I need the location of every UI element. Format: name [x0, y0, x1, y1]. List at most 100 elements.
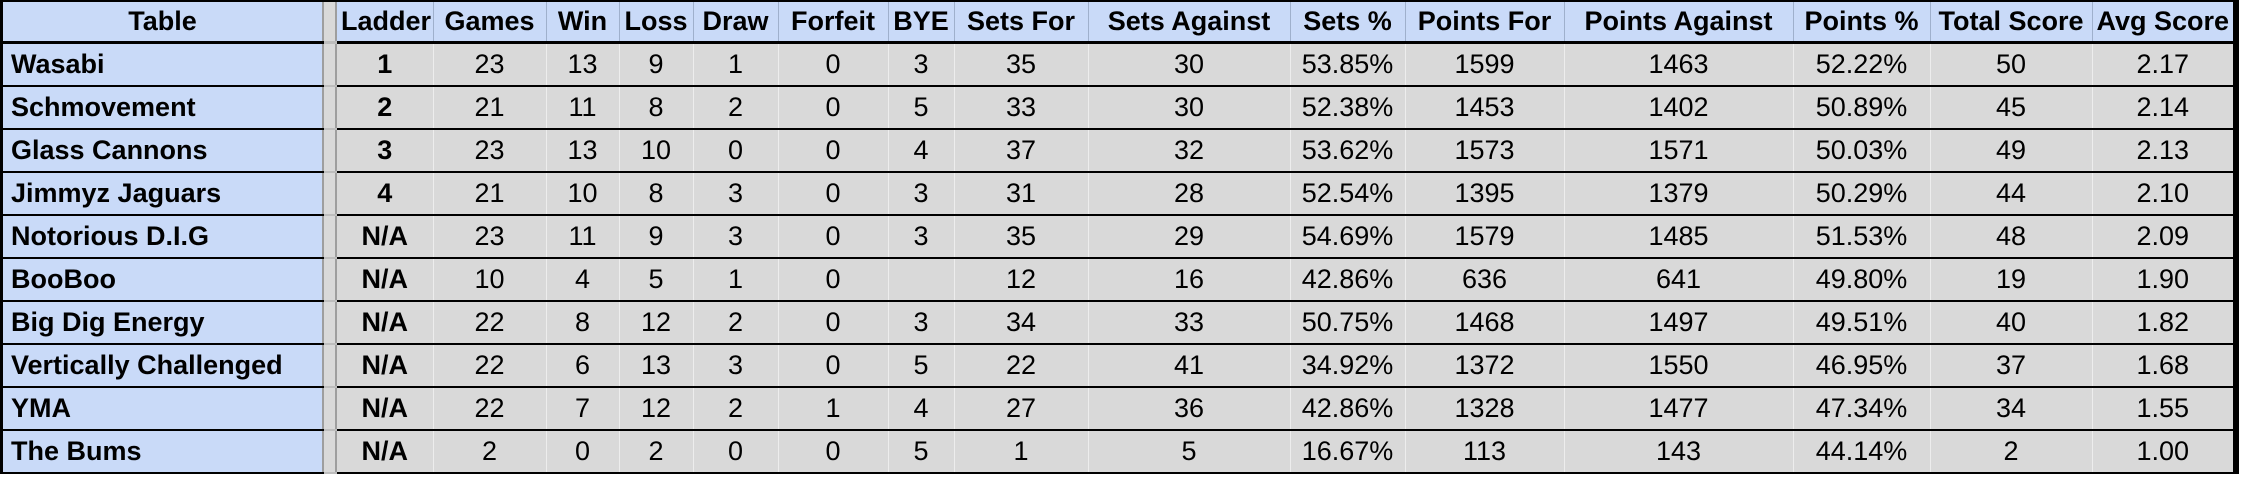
cell-loss[interactable]: 2 — [618, 430, 693, 474]
cell-forfeit[interactable]: 0 — [777, 301, 888, 345]
cell-table[interactable]: Vertically Challenged — [3, 344, 323, 388]
cell-forfeit[interactable]: 0 — [777, 215, 888, 259]
cell-points_against[interactable]: 1550 — [1563, 344, 1793, 388]
cell-points_pct[interactable]: 44.14% — [1792, 430, 1930, 474]
cell-total_score[interactable]: 44 — [1929, 172, 2092, 216]
cell-sets_against[interactable]: 33 — [1087, 301, 1290, 345]
cell-sets_pct[interactable]: 54.69% — [1289, 215, 1405, 259]
cell-win[interactable]: 4 — [545, 258, 619, 302]
cell-loss[interactable]: 8 — [618, 172, 693, 216]
cell-draw[interactable]: 1 — [692, 42, 778, 87]
cell-sets_pct[interactable]: 52.38% — [1289, 86, 1405, 130]
cell-total_score[interactable]: 49 — [1929, 129, 2092, 173]
cell-points_pct[interactable]: 49.51% — [1792, 301, 1930, 345]
cell-sets_against[interactable]: 41 — [1087, 344, 1290, 388]
cell-draw[interactable]: 2 — [692, 301, 778, 345]
column-header-forfeit[interactable]: Forfeit — [777, 2, 888, 44]
cell-sets_pct[interactable]: 42.86% — [1289, 387, 1405, 431]
cell-bye[interactable]: 4 — [887, 129, 954, 173]
cell-points_pct[interactable]: 50.03% — [1792, 129, 1930, 173]
cell-avg_score[interactable]: 1.55 — [2091, 387, 2233, 431]
cell-win[interactable]: 7 — [545, 387, 619, 431]
cell-forfeit[interactable]: 0 — [777, 430, 888, 474]
cell-win[interactable]: 10 — [545, 172, 619, 216]
cell-sets_against[interactable]: 29 — [1087, 215, 1290, 259]
cell-draw[interactable]: 3 — [692, 344, 778, 388]
cell-sets_against[interactable]: 5 — [1087, 430, 1290, 474]
cell-points_for[interactable]: 1372 — [1404, 344, 1564, 388]
cell-games[interactable]: 21 — [432, 86, 546, 130]
cell-bye[interactable]: 3 — [887, 215, 954, 259]
column-header-sets-pct[interactable]: Sets % — [1289, 2, 1405, 44]
cell-win[interactable]: 11 — [545, 215, 619, 259]
column-header-win[interactable]: Win — [545, 2, 619, 44]
cell-points_against[interactable]: 1571 — [1563, 129, 1793, 173]
cell-sets_for[interactable]: 27 — [953, 387, 1088, 431]
cell-draw[interactable]: 0 — [692, 430, 778, 474]
cell-forfeit[interactable]: 0 — [777, 344, 888, 388]
cell-points_against[interactable]: 1463 — [1563, 42, 1793, 87]
cell-sets_for[interactable]: 1 — [953, 430, 1088, 474]
cell-table[interactable]: The Bums — [3, 430, 323, 474]
cell-draw[interactable]: 2 — [692, 387, 778, 431]
column-header-bye[interactable]: BYE — [887, 2, 954, 44]
cell-total_score[interactable]: 19 — [1929, 258, 2092, 302]
cell-ladder[interactable]: 1 — [335, 42, 433, 87]
cell-sets_pct[interactable]: 53.62% — [1289, 129, 1405, 173]
column-header-total-score[interactable]: Total Score — [1929, 2, 2092, 44]
cell-ladder[interactable]: 2 — [335, 86, 433, 130]
cell-points_for[interactable]: 113 — [1404, 430, 1564, 474]
cell-sets_for[interactable]: 34 — [953, 301, 1088, 345]
cell-win[interactable]: 0 — [545, 430, 619, 474]
cell-games[interactable]: 21 — [432, 172, 546, 216]
cell-points_for[interactable]: 1573 — [1404, 129, 1564, 173]
cell-bye[interactable] — [887, 258, 954, 302]
cell-ladder[interactable]: N/A — [335, 215, 433, 259]
cell-avg_score[interactable]: 1.90 — [2091, 258, 2233, 302]
column-header-ladder[interactable]: Ladder — [335, 2, 433, 44]
cell-sets_against[interactable]: 30 — [1087, 42, 1290, 87]
cell-points_for[interactable]: 1468 — [1404, 301, 1564, 345]
cell-ladder[interactable]: 3 — [335, 129, 433, 173]
cell-draw[interactable]: 3 — [692, 215, 778, 259]
cell-win[interactable]: 6 — [545, 344, 619, 388]
column-header-points-against[interactable]: Points Against — [1563, 2, 1793, 44]
cell-sets_for[interactable]: 22 — [953, 344, 1088, 388]
cell-avg_score[interactable]: 1.82 — [2091, 301, 2233, 345]
cell-loss[interactable]: 9 — [618, 215, 693, 259]
cell-sets_against[interactable]: 16 — [1087, 258, 1290, 302]
cell-forfeit[interactable]: 1 — [777, 387, 888, 431]
cell-points_pct[interactable]: 52.22% — [1792, 42, 1930, 87]
cell-avg_score[interactable]: 2.10 — [2091, 172, 2233, 216]
cell-points_against[interactable]: 1485 — [1563, 215, 1793, 259]
cell-forfeit[interactable]: 0 — [777, 172, 888, 216]
cell-sets_for[interactable]: 33 — [953, 86, 1088, 130]
cell-points_for[interactable]: 636 — [1404, 258, 1564, 302]
cell-loss[interactable]: 10 — [618, 129, 693, 173]
cell-sets_against[interactable]: 36 — [1087, 387, 1290, 431]
column-header-loss[interactable]: Loss — [618, 2, 693, 44]
cell-win[interactable]: 11 — [545, 86, 619, 130]
cell-table[interactable]: Notorious D.I.G — [3, 215, 323, 259]
cell-forfeit[interactable]: 0 — [777, 258, 888, 302]
column-header-sets-against[interactable]: Sets Against — [1087, 2, 1290, 44]
cell-loss[interactable]: 5 — [618, 258, 693, 302]
cell-bye[interactable]: 5 — [887, 344, 954, 388]
cell-points_for[interactable]: 1328 — [1404, 387, 1564, 431]
cell-loss[interactable]: 8 — [618, 86, 693, 130]
cell-avg_score[interactable]: 2.13 — [2091, 129, 2233, 173]
cell-total_score[interactable]: 2 — [1929, 430, 2092, 474]
cell-sets_pct[interactable]: 53.85% — [1289, 42, 1405, 87]
cell-forfeit[interactable]: 0 — [777, 42, 888, 87]
cell-points_against[interactable]: 1379 — [1563, 172, 1793, 216]
cell-table[interactable]: Schmovement — [3, 86, 323, 130]
cell-draw[interactable]: 2 — [692, 86, 778, 130]
cell-sets_for[interactable]: 35 — [953, 215, 1088, 259]
cell-games[interactable]: 23 — [432, 215, 546, 259]
cell-points_pct[interactable]: 46.95% — [1792, 344, 1930, 388]
cell-loss[interactable]: 12 — [618, 301, 693, 345]
cell-avg_score[interactable]: 1.00 — [2091, 430, 2233, 474]
cell-sets_against[interactable]: 32 — [1087, 129, 1290, 173]
cell-points_against[interactable]: 1477 — [1563, 387, 1793, 431]
cell-ladder[interactable]: N/A — [335, 344, 433, 388]
